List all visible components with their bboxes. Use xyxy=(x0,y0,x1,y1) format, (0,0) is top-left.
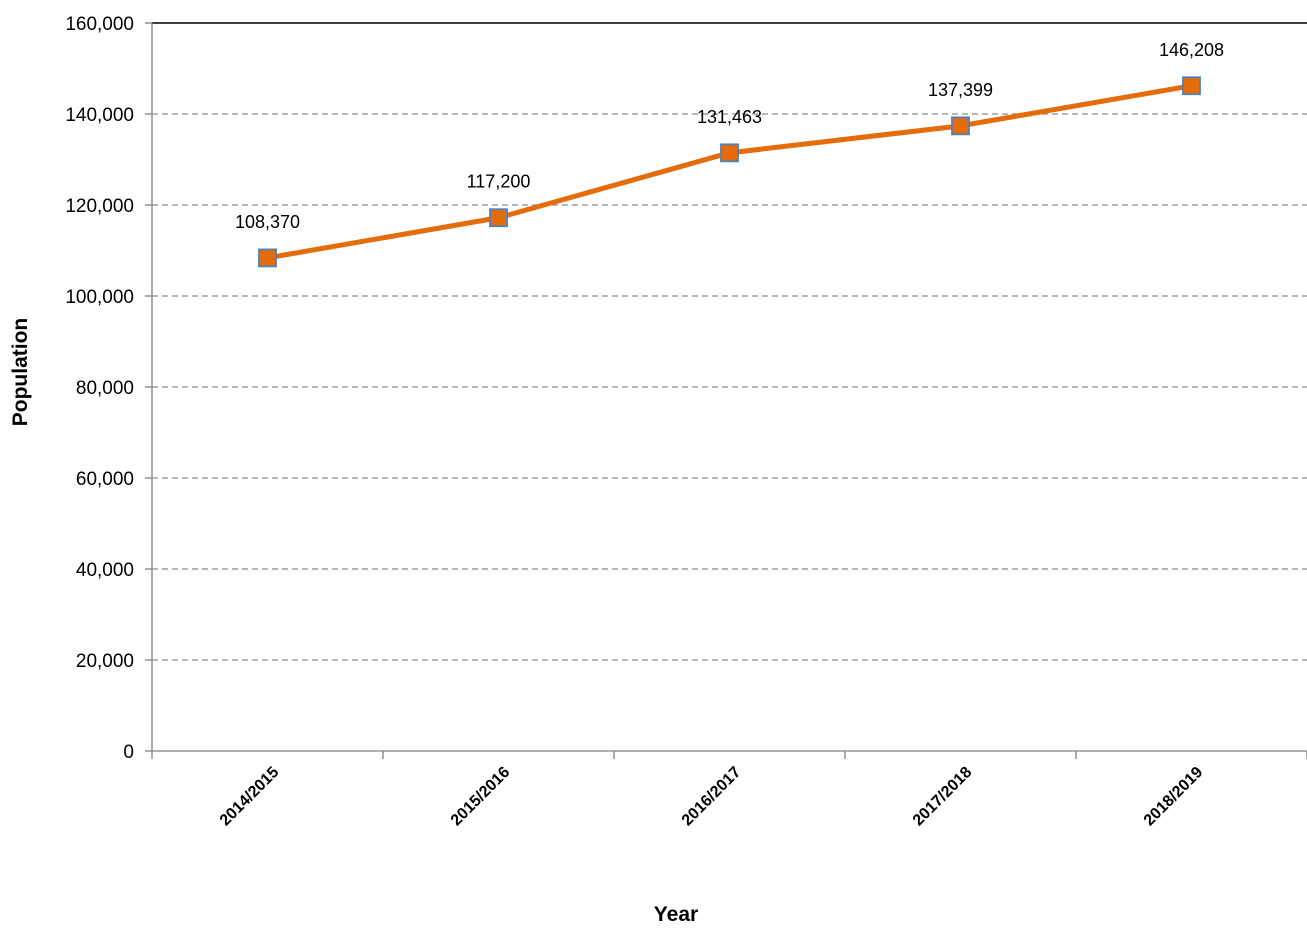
data-label: 117,200 xyxy=(467,172,531,192)
y-axis-tick-labels: 0 20,000 40,000 60,000 80,000 100,000 120,000 1… xyxy=(65,14,134,763)
y-tick-label: 80,000 xyxy=(76,378,134,399)
y-tick-label: 100,000 xyxy=(65,287,134,308)
data-point-marker xyxy=(258,248,277,268)
y-tick-label: 0 xyxy=(123,742,134,763)
axes xyxy=(145,22,1307,759)
data-point-marker xyxy=(489,208,508,228)
x-tick-label: 2017/2018 xyxy=(910,764,976,830)
y-tick-label: 60,000 xyxy=(76,469,134,490)
data-label: 131,463 xyxy=(697,107,762,127)
y-axis-title: Population xyxy=(9,318,32,427)
x-tick-label: 2015/2016 xyxy=(448,764,514,830)
data-label: 137,399 xyxy=(928,80,993,100)
data-labels: 108,370 117,200 131,463 137,399 146,208 xyxy=(235,40,1224,232)
x-axis-title: Year xyxy=(654,903,698,926)
x-axis-tick-labels: 2014/2015 2015/2016 2016/2017 2017/2018 2018… xyxy=(217,764,1207,830)
x-tick-label: 2014/2015 xyxy=(217,764,283,830)
y-tick-label: 40,000 xyxy=(76,560,134,581)
data-label: 108,370 xyxy=(235,212,300,232)
x-tick-label: 2018/2019 xyxy=(1141,764,1207,830)
x-tick-label: 2016/2017 xyxy=(679,764,745,830)
data-point-marker xyxy=(1182,76,1201,96)
y-tick-label: 140,000 xyxy=(65,105,134,126)
data-point-marker xyxy=(720,143,739,163)
y-tick-label: 20,000 xyxy=(76,651,134,672)
y-tick-label: 120,000 xyxy=(65,196,134,217)
data-series xyxy=(258,76,1201,268)
data-label: 146,208 xyxy=(1159,40,1224,60)
data-point-marker xyxy=(951,116,970,136)
gridlines xyxy=(152,113,1307,661)
y-tick-label: 160,000 xyxy=(65,14,134,35)
